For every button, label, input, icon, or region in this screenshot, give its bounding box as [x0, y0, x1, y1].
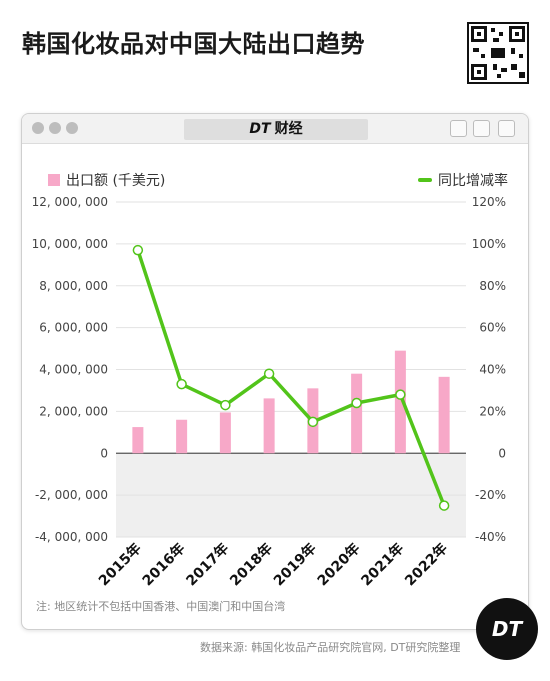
- brand-prefix: DT: [249, 121, 271, 137]
- bar: [394, 350, 406, 454]
- line-point: [438, 500, 450, 511]
- brand-bar: DT 财经: [184, 119, 368, 140]
- bar: [176, 419, 188, 454]
- category-label: 2018年: [226, 540, 275, 589]
- right-tick-label: -40%: [475, 530, 506, 544]
- right-tick-label: 100%: [472, 237, 506, 251]
- bar: [132, 427, 144, 454]
- left-tick-label: 12, 000, 000: [32, 195, 108, 209]
- footnote: 注: 地区统计不包括中国香港、中国澳门和中国台湾: [36, 600, 286, 613]
- category-label: 2019年: [270, 540, 319, 589]
- line-swatch: [418, 178, 432, 182]
- line-series: [136, 249, 446, 507]
- line-point: [220, 399, 231, 411]
- page-title: 韩国化妆品对中国大陆出口趋势: [22, 30, 365, 58]
- right-tick-label: 40%: [479, 363, 506, 377]
- left-tick-label: -4, 000, 000: [35, 530, 108, 544]
- bar: [263, 398, 275, 454]
- line-point: [351, 397, 362, 409]
- category-label: 2021年: [358, 540, 407, 589]
- left-tick-label: 4, 000, 000: [39, 363, 108, 377]
- data-source: 数据来源: 韩国化妆品产品研究院官网, DT研究院整理: [200, 641, 461, 654]
- right-tick-label: 20%: [479, 404, 506, 418]
- right-tick-label: 80%: [479, 279, 506, 293]
- qr-code-icon: [471, 26, 525, 80]
- share-icon[interactable]: [473, 120, 490, 137]
- right-tick-label: 0: [498, 446, 506, 460]
- right-tick-label: -20%: [475, 488, 506, 502]
- category-label: 2017年: [183, 540, 232, 589]
- bar: [219, 412, 231, 454]
- bar-swatch: [48, 174, 60, 186]
- left-tick-label: 10, 000, 000: [32, 237, 108, 251]
- info-icon[interactable]: [450, 120, 467, 137]
- category-label: 2020年: [314, 540, 363, 589]
- bar: [351, 373, 363, 454]
- left-tick-label: 6, 000, 000: [39, 321, 108, 335]
- maximize-window-icon[interactable]: [66, 122, 78, 134]
- category-label: 2022年: [401, 540, 450, 589]
- line-point: [176, 378, 187, 390]
- legend-line-label: 同比增减率: [438, 173, 508, 189]
- left-tick-label: 8, 000, 000: [39, 279, 108, 293]
- chart-card: DT 财经: [21, 113, 529, 630]
- line-point: [263, 368, 275, 379]
- category-label: 2016年: [139, 540, 188, 589]
- right-tick-label: 60%: [479, 321, 506, 335]
- minimize-window-icon[interactable]: [49, 122, 61, 134]
- line-point: [395, 389, 406, 400]
- brand-suffix: 财经: [274, 121, 303, 137]
- qr-code: [467, 22, 529, 84]
- left-tick-label: 2, 000, 000: [39, 404, 108, 418]
- dt-logo: DT: [476, 598, 538, 660]
- line-point: [307, 416, 319, 428]
- left-tick-label: -2, 000, 000: [35, 488, 108, 502]
- legend-bar-label: 出口额 (千美元): [66, 173, 166, 189]
- expand-icon[interactable]: [498, 120, 515, 137]
- card-header: DT 财经: [22, 114, 528, 144]
- legend-line-item: 同比增减率: [418, 170, 508, 190]
- line-point: [132, 244, 144, 256]
- close-window-icon[interactable]: [32, 122, 44, 134]
- category-label: 2015年: [95, 540, 144, 589]
- left-tick-label: 0: [100, 446, 108, 460]
- legend-bar-item: 出口额 (千美元): [48, 170, 165, 190]
- bar: [438, 376, 450, 454]
- right-tick-label: 120%: [472, 195, 506, 209]
